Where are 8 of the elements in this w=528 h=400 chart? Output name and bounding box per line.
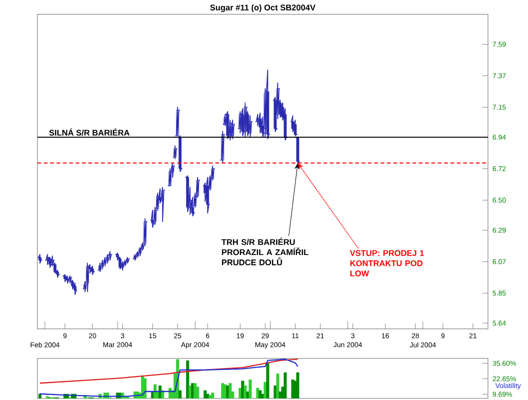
line-series [39,358,298,384]
chart-title: Sugar #11 (o) Oct SB2004V [210,4,316,12]
candlestick [295,136,300,164]
ref-line-label: SILNÁ S/R BARIÉRA [49,128,130,136]
candlestick [292,119,298,136]
line-series [39,358,298,397]
annotation: TRH S/R BARIÉRU PRORAZIL A ZAMÍŘIL PRUDCE DOLŮ [222,237,308,266]
annotation: VSTUP: PRODEJ 1 KONTRAKTU POD LOW [350,250,424,276]
